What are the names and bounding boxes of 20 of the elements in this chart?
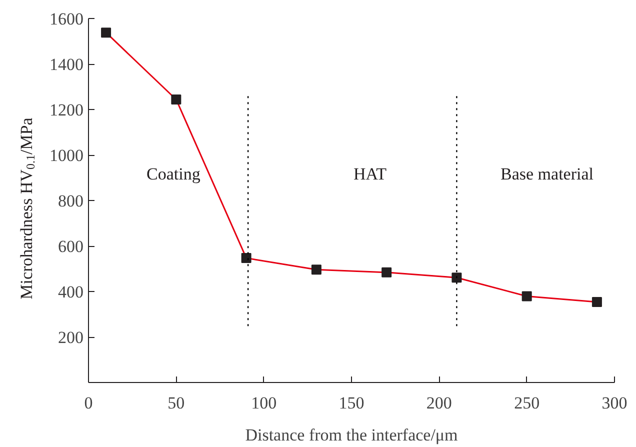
y-tick-label: 1400 <box>50 55 84 74</box>
x-tick-label: 100 <box>251 394 277 412</box>
y-tick-label: 1000 <box>50 146 84 165</box>
annotation: Base material <box>500 164 594 184</box>
y-tick-label: 1600 <box>50 10 84 28</box>
y-tick-label: 800 <box>58 192 84 210</box>
annotation: Coating <box>146 164 201 184</box>
y-tick-label: 400 <box>58 282 84 302</box>
x-tick-label: 200 <box>426 394 452 412</box>
y-axis-title: Microhardness HV0.1/MPa <box>17 117 38 300</box>
y-tick-label: 1200 <box>50 100 84 120</box>
annotation: HAT <box>354 164 388 184</box>
x-axis-title: Distance from the interface/μm <box>245 426 458 444</box>
x-tick-label: 50 <box>168 394 185 412</box>
y-tick-label: 200 <box>58 328 84 347</box>
y-tick-label: 600 <box>58 237 84 256</box>
x-tick-label: 250 <box>514 394 540 412</box>
x-tick-label: 0 <box>84 394 93 412</box>
x-tick-label: 150 <box>338 394 364 412</box>
x-tick-label: 300 <box>602 394 628 412</box>
